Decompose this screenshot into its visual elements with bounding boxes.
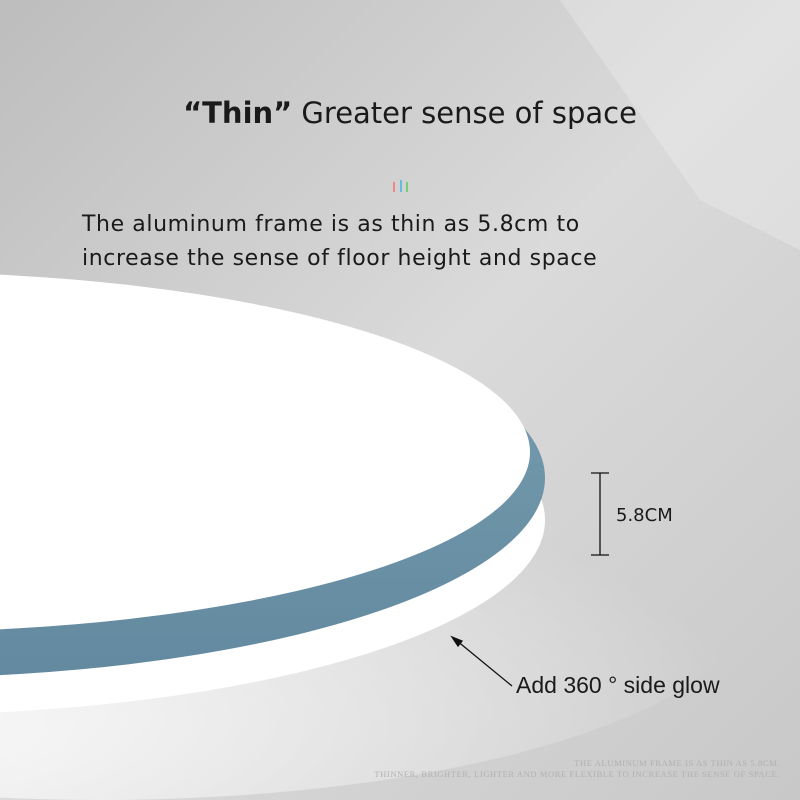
headline-emphasis: “Thin” [183, 96, 293, 130]
color-mark [393, 182, 395, 192]
description: The aluminum frame is as thin as 5.8cm t… [82, 208, 597, 276]
side-glow-label: Add 360 ° side glow [516, 672, 720, 698]
headline-text: Greater sense of space [292, 96, 637, 130]
window-shadow [560, 0, 800, 250]
dimension-marker [591, 472, 609, 556]
fine-print: THE ALUMINUM FRAME IS AS THIN AS 5.8CM. … [374, 758, 780, 780]
fine-print-line: THE ALUMINUM FRAME IS AS THIN AS 5.8CM. [574, 758, 780, 768]
arrow-icon [450, 635, 513, 687]
description-line: increase the sense of floor height and s… [82, 246, 598, 271]
headline: “Thin” Greater sense of space [0, 96, 800, 130]
color-mark [406, 182, 408, 192]
description-line: The aluminum frame is as thin as 5.8cm t… [82, 212, 580, 237]
color-mark [400, 180, 402, 192]
fine-print-line: THINNER, BRIGHTER, LIGHTER AND MORE FLEX… [374, 769, 780, 779]
lamp-diffuser [0, 274, 530, 630]
dimension-label: 5.8CM [616, 505, 673, 526]
